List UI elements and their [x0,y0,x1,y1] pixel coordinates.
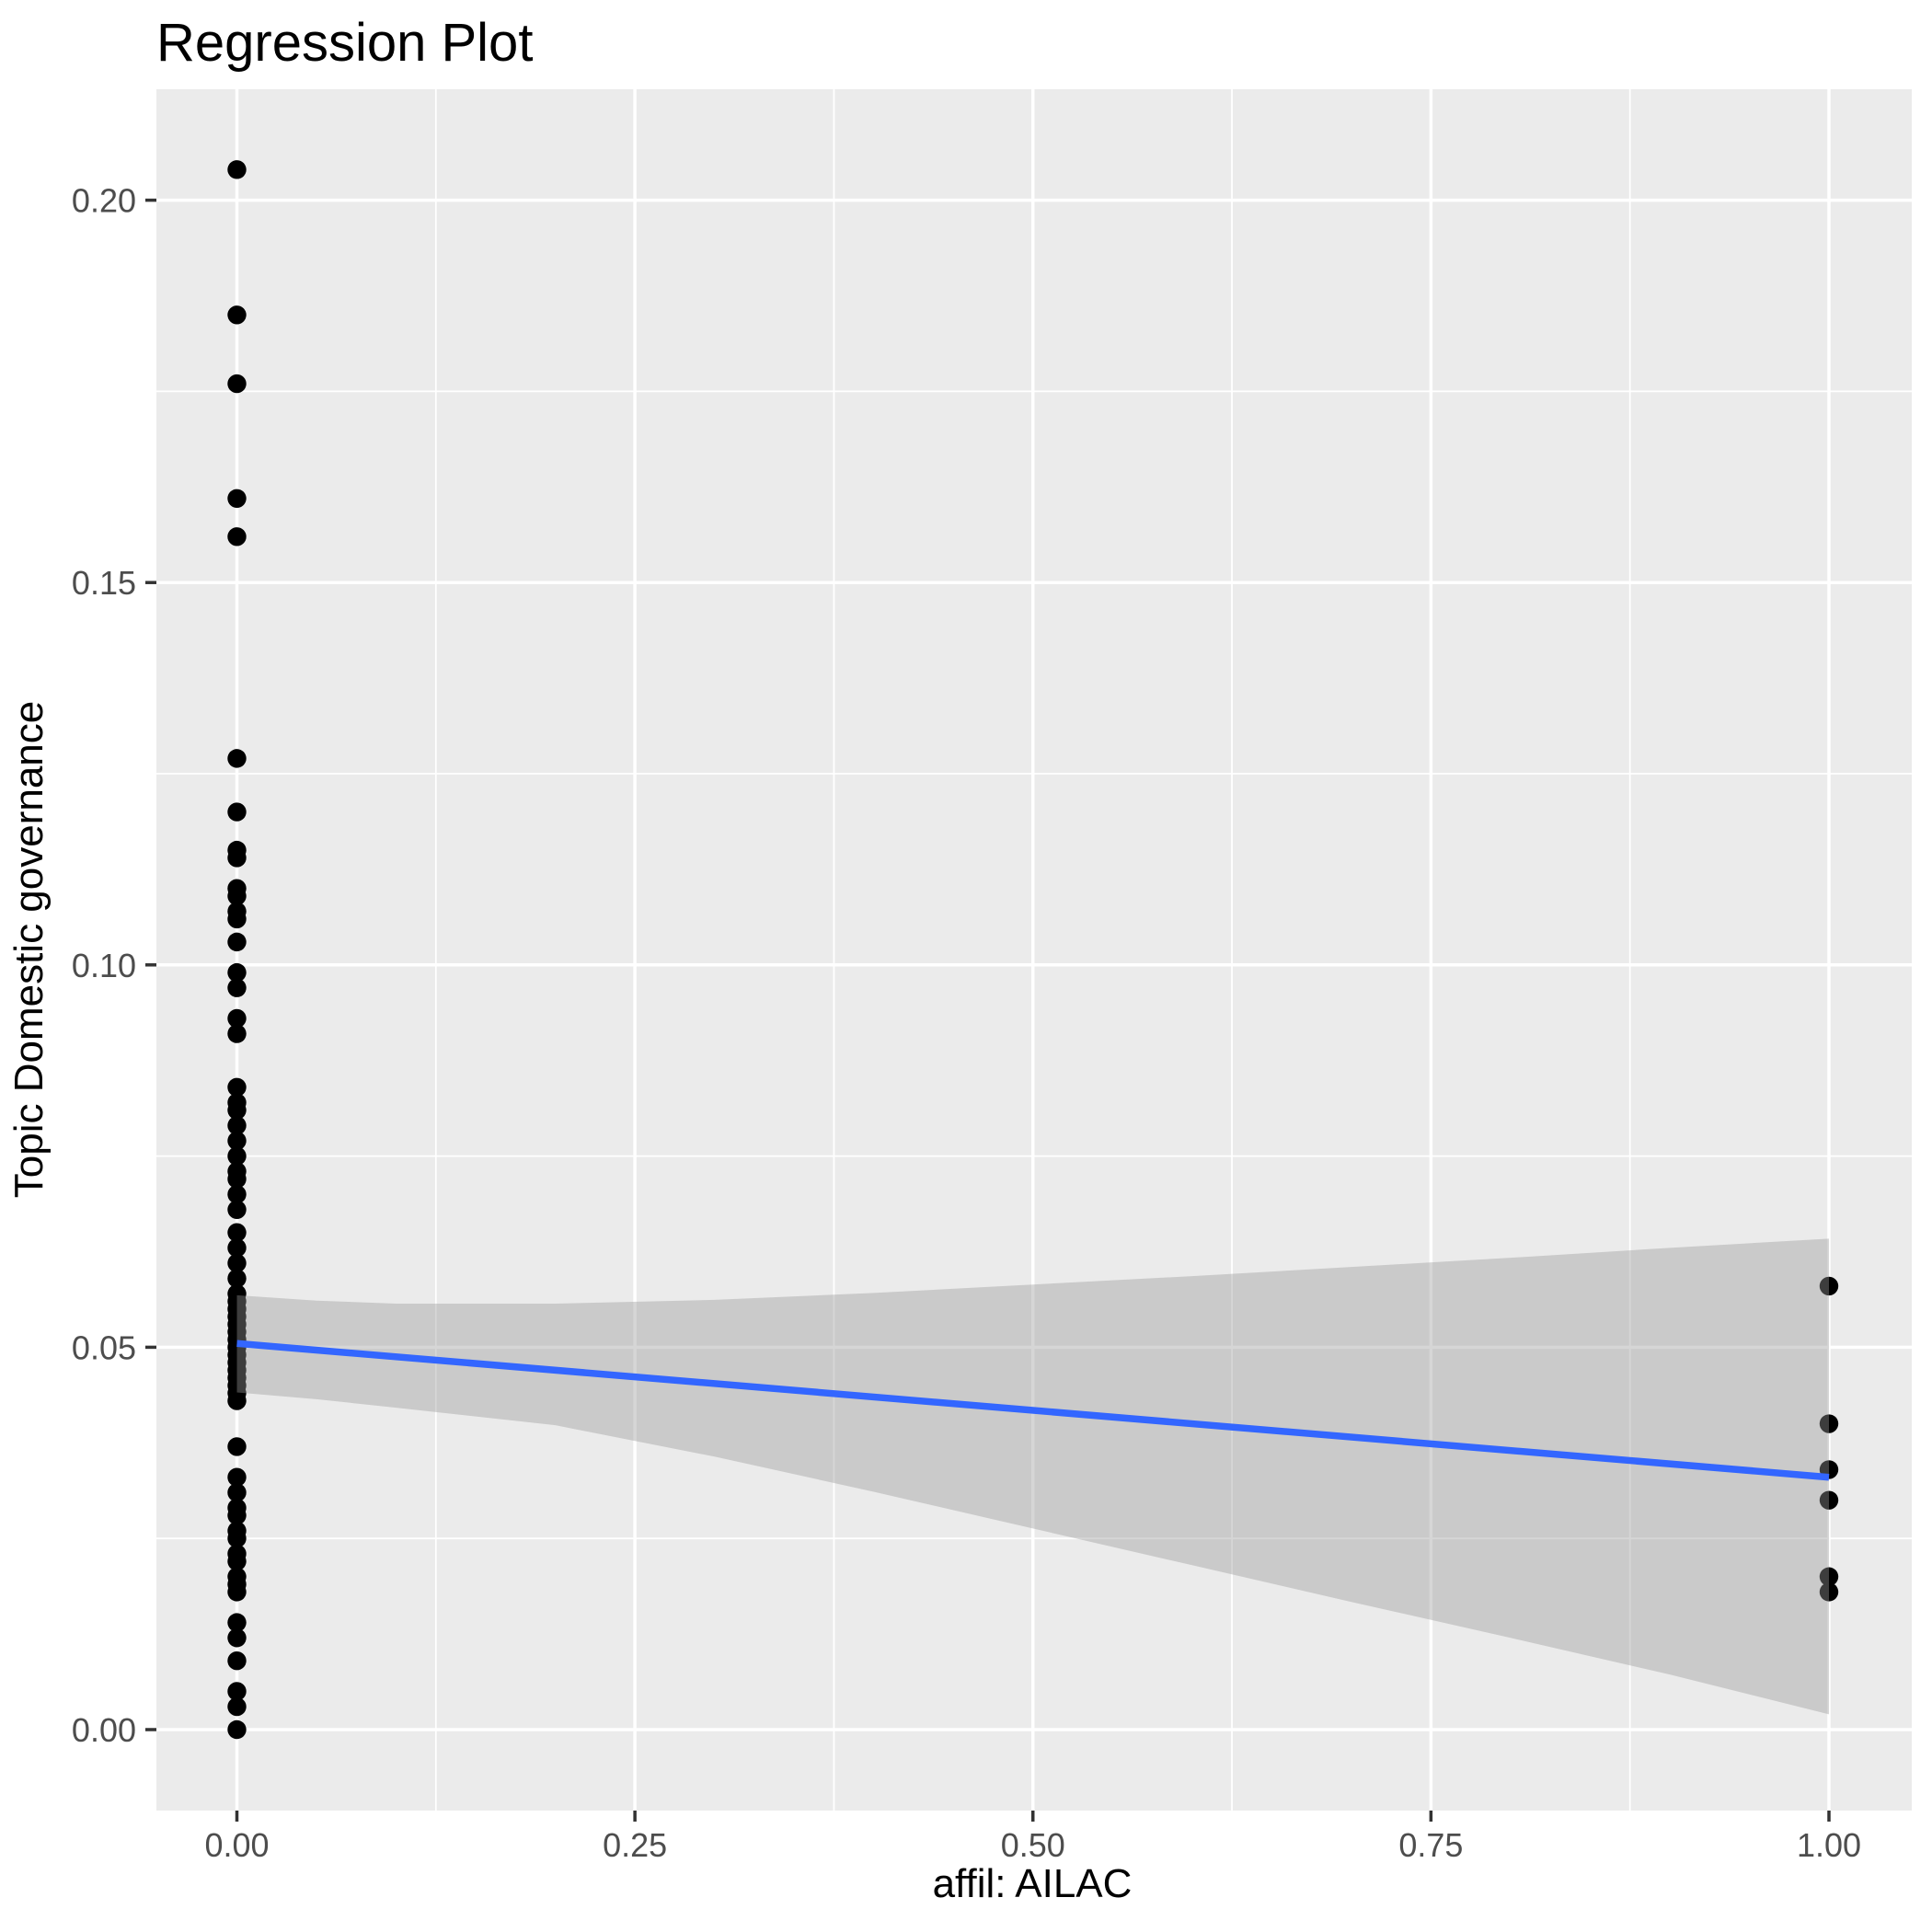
data-point [227,749,247,768]
confidence-ribbon-area [236,1238,1829,1715]
data-point [227,1116,247,1135]
x-tick-label: 0.00 [204,1826,269,1864]
data-point [227,489,247,508]
data-point [227,160,247,179]
confidence-ribbon [236,1238,1829,1715]
data-point [227,374,247,394]
regression-line-segment [236,1340,1830,1481]
data-point [227,1238,247,1258]
data-point [227,848,247,868]
data-point [227,305,247,325]
data-point [227,909,247,929]
data-point [227,1682,247,1701]
data-point [227,1146,247,1166]
data-point [227,1200,247,1219]
data-point [227,1008,247,1029]
data-point [227,1131,247,1151]
data-point [227,1628,247,1648]
data-point [227,1100,247,1120]
data-point [227,1223,247,1242]
data-point [227,1719,247,1740]
data-point [227,978,247,997]
data-point [1819,1276,1839,1296]
x-axis-title: affil: AILAC [933,1861,1133,1906]
data-point [1819,1567,1839,1586]
data-point [227,1269,247,1288]
y-tick-label: 0.10 [72,947,136,984]
x-tick-label: 1.00 [1797,1826,1861,1864]
x-tick-labels: 0.00 0.25 0.50 0.75 1.00 [204,1826,1861,1864]
data-point [227,962,247,983]
data-point [227,1650,247,1671]
data-point [227,1506,247,1525]
x-tick-label: 0.50 [1001,1826,1065,1864]
data-point [227,527,247,546]
y-axis-title: Topic Domestic governance [6,701,52,1198]
data-point [227,1024,247,1043]
data-point [227,1529,247,1548]
data-point [1819,1414,1839,1433]
data-point [227,802,247,822]
y-tick-label: 0.05 [72,1328,136,1366]
data-point [1819,1582,1839,1602]
data-point [227,1437,247,1456]
data-point [227,1077,247,1097]
data-point [227,1551,247,1571]
data-point [227,932,247,952]
data-point [227,1391,247,1410]
scatter-points [227,160,1839,1740]
data-point [227,886,247,906]
x-tick-label: 0.25 [603,1826,667,1864]
y-tick-label: 0.00 [72,1711,136,1749]
data-point [227,1169,247,1189]
y-tick-label: 0.20 [72,182,136,220]
data-point [227,1253,247,1273]
data-point [227,1582,247,1602]
data-point [227,1613,247,1632]
y-tick-labels: 0.00 0.05 0.10 0.15 0.20 [72,182,136,1749]
x-tick-label: 0.75 [1398,1826,1463,1864]
data-point [227,1483,247,1502]
data-point [227,1184,247,1204]
y-tick-label: 0.15 [72,564,136,602]
regression-line [236,1340,1830,1481]
plot-title: Regression Plot [156,13,533,73]
axis-ticks [145,198,1831,1822]
data-point [1819,1490,1839,1510]
data-point [227,1696,247,1717]
data-point [227,1467,247,1487]
